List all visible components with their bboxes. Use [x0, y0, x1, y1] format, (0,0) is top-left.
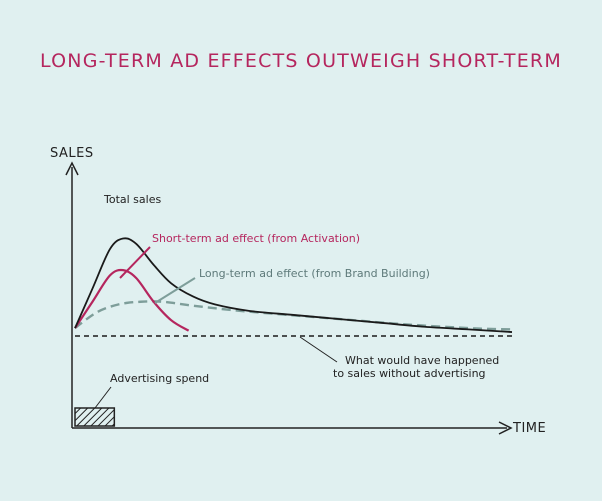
annotation-long-term: Long-term ad effect (from Brand Building…: [199, 267, 430, 280]
y-axis-arrow: [65, 161, 79, 176]
annotation-baseline-line2: to sales without advertising: [333, 367, 486, 380]
x-axis-label: TIME: [512, 421, 546, 436]
leader-baseline: [299, 336, 338, 363]
series-long-term-line: [74, 300, 513, 331]
leader-short-term: [119, 246, 151, 279]
annotation-baseline-line1: What would have happened: [345, 354, 499, 367]
x-axis-arrow: [498, 421, 513, 435]
series-total-sales-line: [74, 237, 513, 333]
annotation-total-sales: Total sales: [103, 193, 161, 206]
annotation-short-term: Short-term ad effect (from Activation): [152, 232, 360, 245]
annotation-ad-spend: Advertising spend: [110, 372, 209, 385]
leader-long-term: [154, 277, 196, 304]
ad-spend-bar: [74, 407, 116, 427]
leader-ad-spend: [94, 386, 112, 409]
chart-title: LONG-TERM AD EFFECTS OUTWEIGH SHORT-TERM: [40, 50, 562, 72]
series-short-term-line: [74, 268, 190, 332]
y-axis-label: SALES: [50, 146, 94, 161]
